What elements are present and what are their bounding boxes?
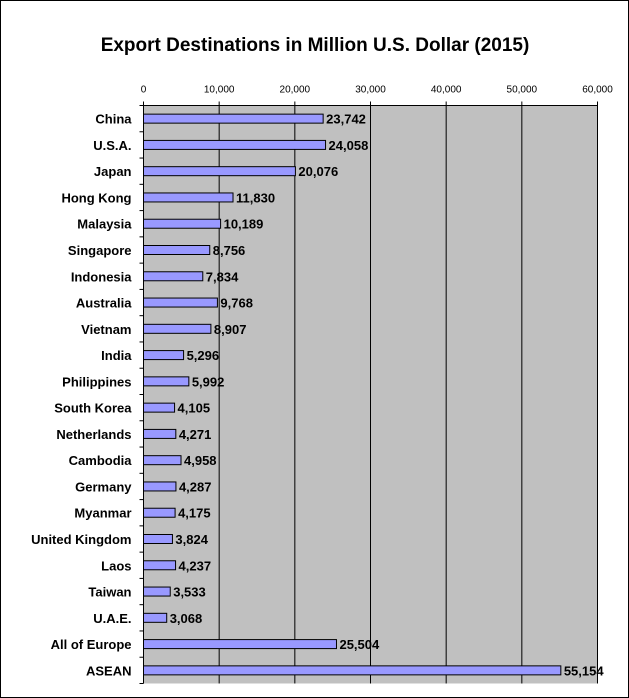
category-label: South Korea: [54, 401, 132, 416]
category-label: Philippines: [62, 374, 131, 389]
bar: [143, 455, 182, 466]
data-label: 8,907: [214, 322, 247, 337]
category-label: China: [95, 112, 132, 127]
bar: [143, 586, 171, 597]
bar: [143, 639, 337, 650]
x-tick-label: 20,000: [280, 85, 311, 96]
data-label: 23,742: [326, 112, 366, 127]
bar: [143, 297, 218, 308]
data-label: 25,504: [339, 637, 380, 652]
data-label: 8,756: [213, 243, 246, 258]
data-label: 55,154: [564, 663, 605, 678]
category-label: Japan: [94, 164, 132, 179]
category-label: Netherlands: [56, 427, 131, 442]
x-tick-label: 40,000: [431, 85, 462, 96]
data-label: 3,533: [173, 585, 206, 600]
x-tick-label: 30,000: [355, 85, 386, 96]
category-label: India: [101, 348, 132, 363]
data-label: 4,287: [179, 479, 212, 494]
x-tick-label: 10,000: [204, 85, 235, 96]
category-label: Malaysia: [77, 217, 132, 232]
bar: [143, 350, 185, 361]
x-tick-label: 0: [141, 85, 147, 96]
category-label: All of Europe: [51, 637, 132, 652]
bar: [143, 560, 177, 571]
category-label: Vietnam: [81, 322, 131, 337]
bar: [143, 113, 324, 124]
data-label: 5,992: [192, 374, 225, 389]
category-label: U.A.E.: [93, 611, 131, 626]
plot-area: 0 10,000 20,000 30,000 40,000 50,000 60,000 Chi…: [31, 85, 613, 684]
bar: [143, 376, 190, 387]
data-label: 3,824: [175, 532, 208, 547]
data-label: 10,189: [224, 217, 264, 232]
category-label: Singapore: [68, 243, 132, 258]
bar: [143, 192, 234, 203]
bar: [143, 245, 211, 255]
data-label: 9,768: [220, 296, 253, 311]
data-label: 5,296: [187, 348, 220, 363]
category-label: Australia: [76, 296, 132, 311]
category-label: U.S.A.: [93, 138, 131, 153]
data-label: 7,834: [206, 269, 239, 284]
bar: [143, 534, 173, 544]
category-label: Myanmar: [74, 506, 131, 521]
data-label: 4,237: [179, 558, 212, 573]
bar: [143, 271, 204, 282]
category-label: Laos: [101, 558, 131, 573]
bar: [143, 428, 177, 439]
bar: [143, 665, 562, 676]
x-tick-label: 50,000: [507, 85, 538, 96]
data-label: 11,830: [236, 190, 275, 205]
bar: [143, 166, 296, 177]
data-label: 24,058: [329, 138, 369, 153]
category-label: ASEAN: [86, 663, 132, 678]
category-label: Cambodia: [69, 453, 133, 468]
bar: [143, 612, 168, 623]
data-label: 20,076: [298, 164, 338, 179]
data-label: 4,271: [179, 427, 212, 442]
category-label: Hong Kong: [61, 190, 131, 205]
data-label: 3,068: [170, 611, 203, 626]
category-label: Taiwan: [88, 585, 131, 600]
data-label: 4,105: [178, 401, 211, 416]
category-label: United Kingdom: [31, 532, 131, 547]
category-label: Germany: [75, 479, 132, 494]
bar: [143, 402, 176, 413]
bar: [143, 139, 327, 150]
data-label: 4,958: [184, 453, 217, 468]
category-label: Indonesia: [71, 269, 132, 284]
data-label: 4,175: [178, 506, 211, 521]
chart-title: Export Destinations in Million U.S. Doll…: [101, 35, 530, 56]
bar: [143, 218, 222, 229]
bar: [143, 323, 212, 334]
bar: [143, 481, 177, 492]
bar: [143, 507, 176, 518]
x-tick-label: 60,000: [582, 85, 613, 96]
